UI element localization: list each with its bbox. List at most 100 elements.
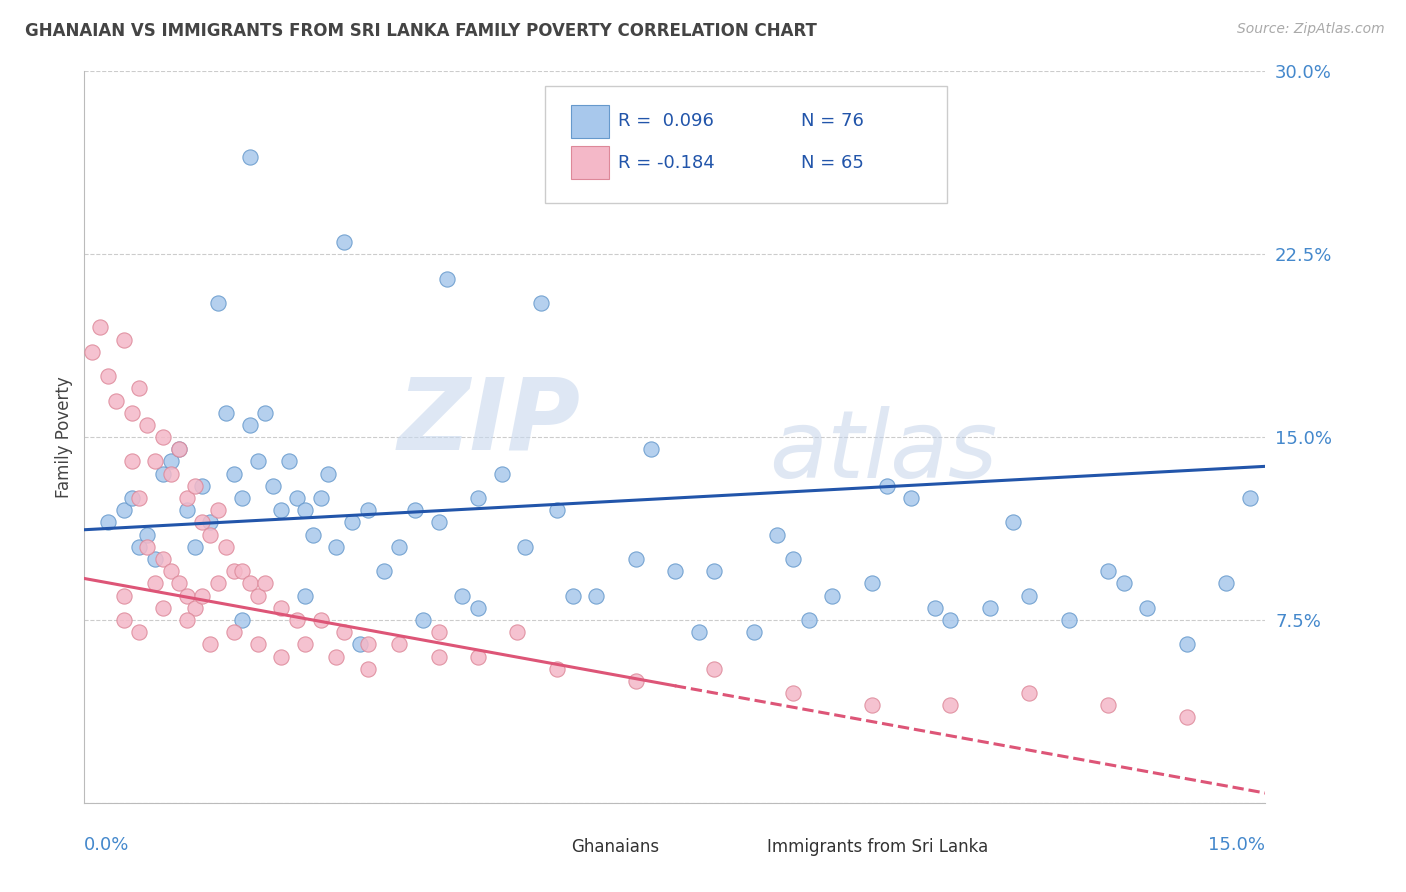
Point xyxy=(112,333,135,347)
Point xyxy=(112,613,135,627)
Point xyxy=(191,516,214,530)
Point xyxy=(254,576,277,591)
Point xyxy=(128,625,150,640)
Bar xyxy=(571,104,609,137)
Point xyxy=(821,589,844,603)
Point xyxy=(285,613,308,627)
Point xyxy=(1215,576,1237,591)
Text: N = 76: N = 76 xyxy=(801,112,865,130)
Point xyxy=(207,503,229,517)
Point xyxy=(340,516,363,530)
Point xyxy=(797,613,820,627)
Point xyxy=(546,503,568,517)
Point xyxy=(278,454,301,468)
Point xyxy=(1097,698,1119,713)
Point xyxy=(624,552,647,566)
Point xyxy=(143,576,166,591)
Point xyxy=(143,454,166,468)
Point xyxy=(782,552,804,566)
Point xyxy=(467,600,489,615)
Point xyxy=(585,589,607,603)
Point xyxy=(128,381,150,395)
Point xyxy=(97,369,120,384)
Point xyxy=(152,600,174,615)
Point xyxy=(121,406,143,420)
Point xyxy=(239,150,262,164)
Point xyxy=(160,454,183,468)
Point xyxy=(183,540,205,554)
Point xyxy=(128,540,150,554)
Point xyxy=(176,503,198,517)
Point xyxy=(246,589,269,603)
Text: R = -0.184: R = -0.184 xyxy=(619,153,714,172)
Text: 15.0%: 15.0% xyxy=(1208,836,1265,854)
Point xyxy=(1239,491,1261,505)
Point xyxy=(152,552,174,566)
Point xyxy=(152,467,174,481)
Point xyxy=(200,527,222,541)
Point xyxy=(104,393,127,408)
Bar xyxy=(538,836,565,858)
Point xyxy=(309,491,332,505)
Text: Source: ZipAtlas.com: Source: ZipAtlas.com xyxy=(1237,22,1385,37)
Text: Ghanaians: Ghanaians xyxy=(571,838,659,855)
Point xyxy=(89,320,111,334)
Point xyxy=(207,576,229,591)
Point xyxy=(82,344,104,359)
Point xyxy=(246,454,269,468)
Point xyxy=(427,625,450,640)
Point xyxy=(176,613,198,627)
Point xyxy=(112,503,135,517)
Point xyxy=(176,491,198,505)
Point xyxy=(561,589,583,603)
Point xyxy=(231,613,253,627)
Point xyxy=(318,467,340,481)
Point xyxy=(467,649,489,664)
Point xyxy=(451,589,474,603)
Point xyxy=(703,564,725,578)
Point xyxy=(515,540,537,554)
Point xyxy=(207,296,229,310)
Point xyxy=(1175,710,1198,724)
Point xyxy=(239,576,262,591)
Point xyxy=(860,698,883,713)
Point xyxy=(939,698,962,713)
Point xyxy=(222,467,245,481)
Point xyxy=(294,503,316,517)
Point xyxy=(530,296,553,310)
Point xyxy=(183,600,205,615)
Point xyxy=(167,442,190,457)
Text: ZIP: ZIP xyxy=(398,374,581,471)
Point xyxy=(742,625,765,640)
Point xyxy=(294,589,316,603)
Point xyxy=(136,540,159,554)
Text: 0.0%: 0.0% xyxy=(84,836,129,854)
Point xyxy=(231,491,253,505)
Point xyxy=(270,600,292,615)
Point xyxy=(1136,600,1159,615)
Point xyxy=(1175,637,1198,651)
Point xyxy=(782,686,804,700)
Point xyxy=(112,589,135,603)
Point xyxy=(128,491,150,505)
Point xyxy=(152,430,174,444)
Point xyxy=(427,649,450,664)
Point xyxy=(143,552,166,566)
Point xyxy=(121,491,143,505)
Point xyxy=(270,503,292,517)
Point xyxy=(357,662,380,676)
Point xyxy=(388,540,411,554)
Point xyxy=(1097,564,1119,578)
Point xyxy=(222,625,245,640)
Point xyxy=(191,589,214,603)
Point xyxy=(624,673,647,688)
Point xyxy=(467,491,489,505)
Point xyxy=(200,637,222,651)
Point xyxy=(136,417,159,432)
Point xyxy=(183,479,205,493)
Point xyxy=(309,613,332,627)
Text: Immigrants from Sri Lanka: Immigrants from Sri Lanka xyxy=(768,838,988,855)
Point xyxy=(200,516,222,530)
Point xyxy=(97,516,120,530)
Point xyxy=(688,625,710,640)
